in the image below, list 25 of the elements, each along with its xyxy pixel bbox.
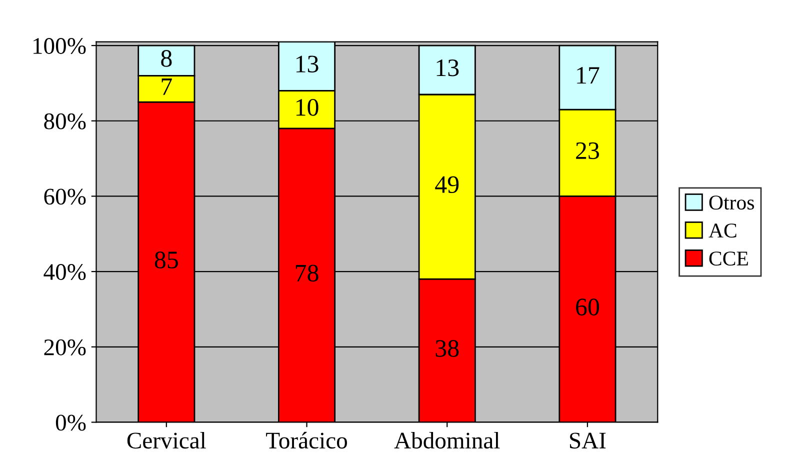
y-tick-label: 100% <box>34 38 86 54</box>
y-tick-label: 40% <box>44 264 86 280</box>
y-tick-label: 0% <box>56 414 86 431</box>
data-label: 38 <box>436 340 459 357</box>
data-label: 17 <box>577 67 600 84</box>
data-label: 13 <box>436 59 459 76</box>
x-tick-label: Torácico <box>266 432 347 449</box>
legend-label: AC <box>708 224 736 238</box>
data-label: 13 <box>296 56 318 73</box>
y-tick-label: 80% <box>44 113 86 130</box>
data-label: 85 <box>154 252 178 268</box>
data-label: 78 <box>296 264 318 282</box>
y-tick-label: 60% <box>44 188 86 205</box>
y-tick-label: 20% <box>44 339 86 356</box>
x-tick-label: Abdominal <box>394 432 500 449</box>
data-label: 49 <box>435 176 459 194</box>
legend-label: Otros <box>709 196 754 210</box>
x-tick-label: SAI <box>570 432 606 449</box>
data-label: 8 <box>161 50 172 67</box>
data-label: 23 <box>576 142 599 160</box>
x-tick-label: Cervical <box>127 432 206 449</box>
legend-label: CCE <box>709 252 748 266</box>
data-label: 60 <box>576 298 600 316</box>
data-label: 7 <box>162 78 172 95</box>
data-label: 10 <box>296 98 318 116</box>
